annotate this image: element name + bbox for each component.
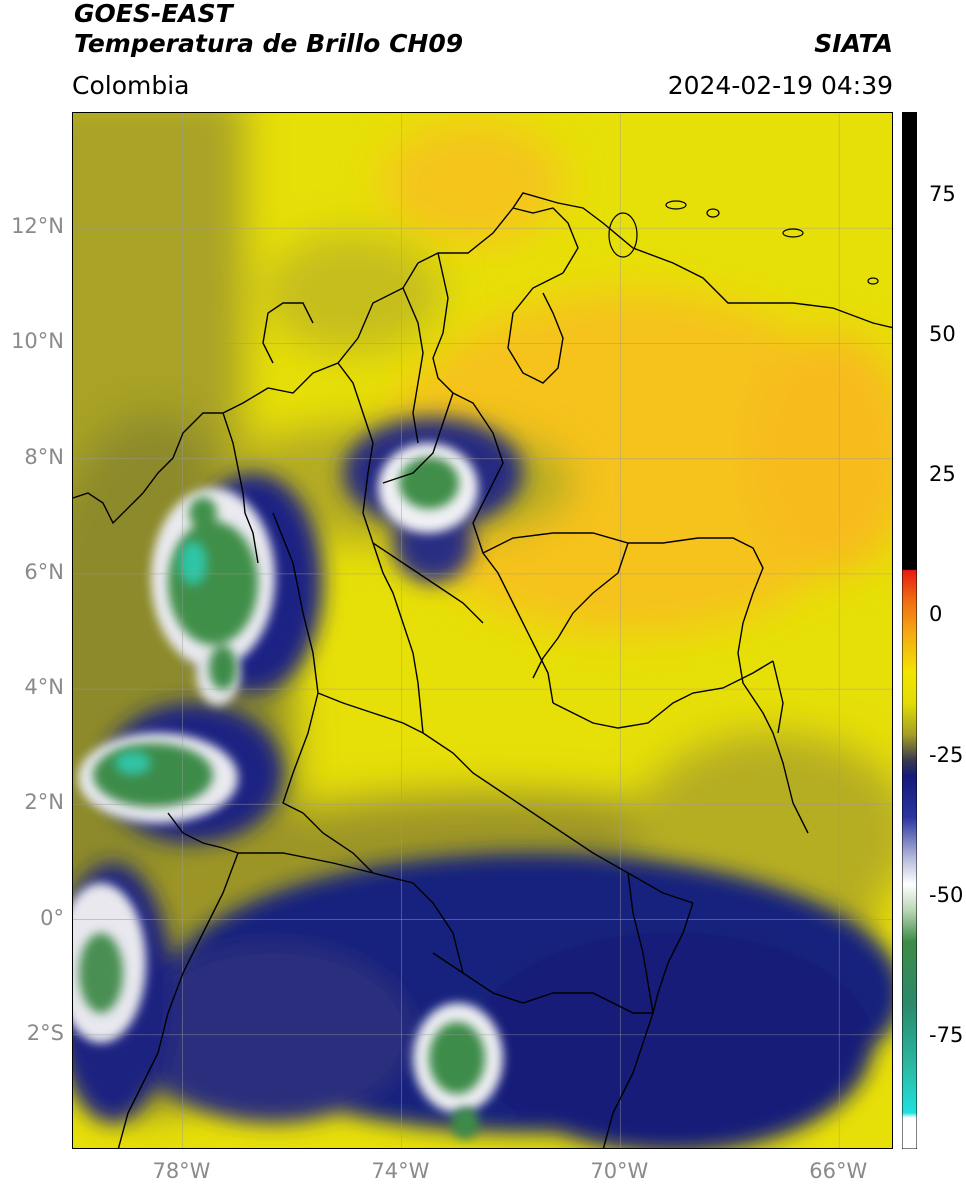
lat-tick-label: 10°N — [11, 329, 64, 354]
lon-tick-label: 74°W — [371, 1159, 430, 1183]
lat-tick-label: 12°N — [11, 214, 64, 239]
lon-tick-label: 66°W — [809, 1159, 868, 1183]
colorbar-tick-label: 0 — [929, 602, 943, 627]
colorbar-tick-label: 50 — [929, 322, 956, 347]
colorbar-tick-label: 75 — [929, 182, 956, 207]
lon-tick-label: 78°W — [152, 1159, 211, 1183]
datetime-label: 2024-02-19 04:39 — [667, 71, 893, 100]
lat-tick-label: 0° — [40, 905, 64, 930]
satellite-map — [72, 112, 893, 1149]
colorbar-tick-label: -75 — [929, 1022, 964, 1047]
map-canvas — [73, 113, 892, 1148]
region-label: Colombia — [72, 71, 190, 100]
coastlines-borders — [73, 192, 892, 1148]
colorbar-tick-label: -25 — [929, 742, 964, 767]
lat-tick-label: 2°S — [26, 1020, 64, 1045]
agency-title: SIATA — [814, 29, 893, 58]
warm-region — [383, 123, 892, 633]
colorbar — [902, 112, 917, 1149]
lat-tick-label: 2°N — [24, 790, 64, 815]
islands — [608, 200, 879, 285]
product-title: Temperatura de Brillo CH09 — [74, 29, 464, 58]
lat-tick-label: 8°N — [24, 444, 64, 469]
lon-tick-label: 70°W — [590, 1159, 649, 1183]
graticule — [73, 113, 892, 1148]
lat-tick-label: 6°N — [24, 559, 64, 584]
colorbar-tick-label: 25 — [929, 462, 956, 487]
satellite-title: GOES-EAST — [74, 0, 233, 28]
lat-tick-label: 4°N — [24, 675, 64, 700]
colorbar-tick-label: -50 — [929, 882, 964, 907]
